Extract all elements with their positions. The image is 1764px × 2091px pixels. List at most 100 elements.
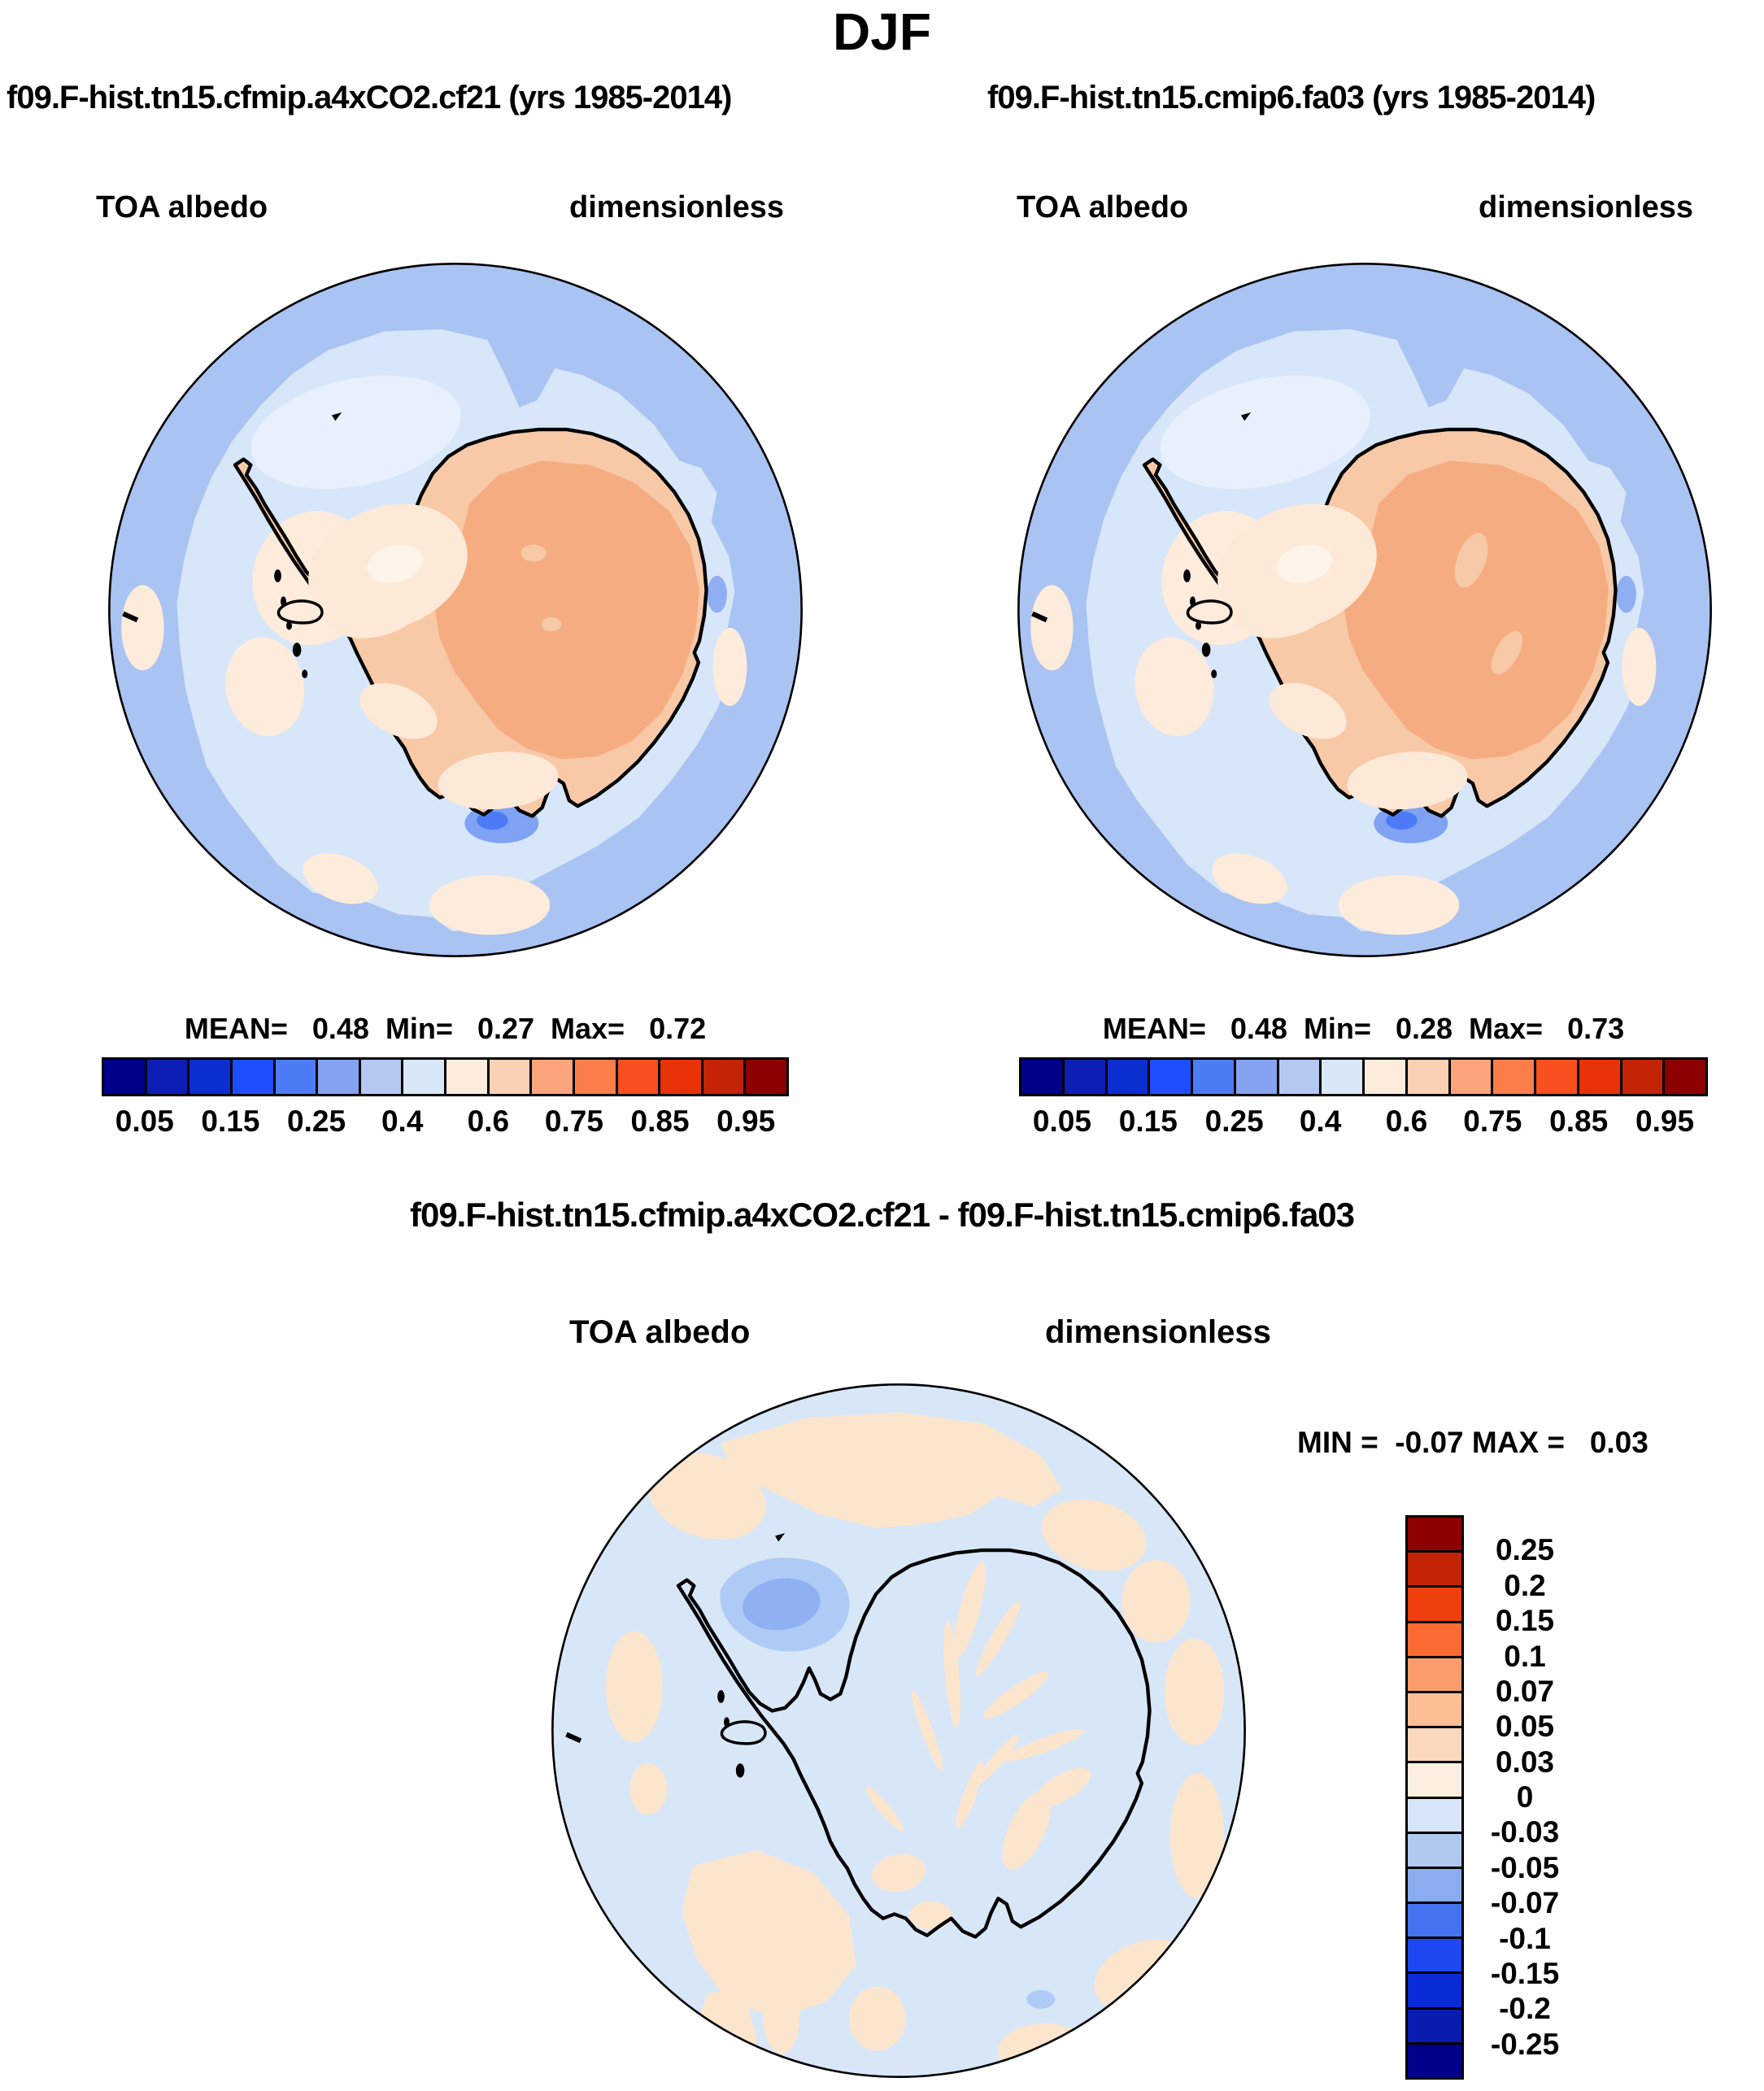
island bbox=[292, 643, 302, 657]
colorbar-tick-label: 0.15 bbox=[1118, 1104, 1178, 1138]
antarctica-coastline bbox=[676, 1548, 1152, 1939]
colorbar-boundary-label: 0.15 bbox=[1495, 1604, 1554, 1638]
left-units-label: dimensionless bbox=[569, 190, 784, 224]
diff-interior-streak bbox=[911, 1690, 943, 1771]
coast-blue-patch bbox=[707, 576, 727, 613]
island bbox=[1031, 611, 1048, 623]
diff-variable-label: TOA albedo bbox=[569, 1314, 751, 1350]
map-boundary-circle bbox=[1017, 263, 1712, 957]
left-colorbar bbox=[102, 1057, 789, 1096]
sea-ice-patch bbox=[225, 637, 305, 737]
diff-panel-title: f09.F-hist.tn15.cfmip.a4xCO2.cf21 - f09.… bbox=[409, 1196, 1355, 1234]
colorbar-boundary-label: 0.07 bbox=[1495, 1674, 1554, 1708]
colorbar-segment bbox=[1405, 1726, 1464, 1764]
island bbox=[1189, 596, 1196, 607]
colorbar-segment bbox=[1405, 1585, 1464, 1623]
diff-interior-streak bbox=[956, 1761, 984, 1828]
colorbar-tick-label: 0.6 bbox=[467, 1104, 510, 1138]
island bbox=[1211, 669, 1217, 678]
colorbar-segment bbox=[1619, 1057, 1666, 1096]
sea-ice-patch bbox=[121, 585, 164, 671]
diff-interior-streak bbox=[976, 1601, 1021, 1676]
colorbar-segment bbox=[615, 1057, 661, 1096]
ice-shelf-cream bbox=[359, 682, 438, 739]
colorbar-segment bbox=[743, 1057, 789, 1096]
colorbar-tick-label: 0.95 bbox=[1636, 1104, 1695, 1138]
colorbar-segment bbox=[1405, 2006, 1464, 2045]
ice-shelf-cream bbox=[1269, 682, 1347, 739]
colorbar-segment bbox=[1191, 1057, 1236, 1096]
island bbox=[122, 611, 139, 623]
diff-interior-streak bbox=[1004, 1728, 1085, 1762]
colorbar-segment bbox=[1405, 1971, 1464, 2010]
diff-blue-dot bbox=[1026, 1990, 1056, 2009]
colorbar-segment bbox=[1405, 1620, 1464, 1658]
diff-colorbar bbox=[1405, 1515, 1464, 2080]
colorbar-segment bbox=[1405, 1831, 1464, 1869]
island bbox=[274, 569, 281, 582]
colorbar-segment bbox=[1405, 2041, 1464, 2080]
coast-blue-patch bbox=[1616, 576, 1636, 613]
right-variable-label: TOA albedo bbox=[1017, 190, 1189, 224]
right-colorbar bbox=[1019, 1057, 1708, 1096]
colorbar-tick-label: 0.85 bbox=[630, 1104, 690, 1138]
island bbox=[280, 596, 286, 607]
colorbar-segment bbox=[316, 1057, 361, 1096]
right-stats: MEAN= 0.48 Min= 0.28 Max= 0.73 bbox=[1102, 1012, 1625, 1045]
right-albedo-map bbox=[1017, 263, 1712, 957]
colorbar-tick-label: 0.05 bbox=[115, 1104, 174, 1138]
colorbar-segment bbox=[1448, 1057, 1494, 1096]
colorbar-tick-label: 0.25 bbox=[287, 1104, 346, 1138]
island bbox=[723, 1717, 730, 1727]
left-stats: MEAN= 0.48 Min= 0.27 Max= 0.72 bbox=[184, 1012, 707, 1045]
sea-ice-patch bbox=[1135, 637, 1214, 737]
island bbox=[774, 1533, 786, 1542]
colorbar-segment bbox=[102, 1057, 147, 1096]
colorbar-segment bbox=[1319, 1057, 1365, 1096]
colorbar-segment bbox=[401, 1057, 446, 1096]
diff-interior-streak bbox=[943, 1620, 960, 1727]
colorbar-segment bbox=[1662, 1057, 1708, 1096]
diff-cream-patch bbox=[998, 2023, 1091, 2077]
island bbox=[735, 1763, 745, 1778]
right-colorbar-ticks: 0.05 0.15 0.25 0.4 0.6 0.75 0.85 0.95 bbox=[1019, 1104, 1708, 1142]
colorbar-boundary-label: 0.25 bbox=[1495, 1533, 1554, 1567]
colorbar-segment bbox=[1405, 1057, 1451, 1096]
colorbar-tick-label: 0.95 bbox=[716, 1104, 776, 1138]
colorbar-segment bbox=[229, 1057, 276, 1096]
diff-cream-patch bbox=[682, 1849, 856, 2019]
colorbar-segment bbox=[1405, 1866, 1464, 1905]
map-boundary-circle bbox=[108, 263, 803, 957]
sea-ice-patch bbox=[1212, 853, 1287, 904]
colorbar-segment bbox=[529, 1057, 575, 1096]
diff-cream-patch bbox=[629, 1763, 668, 1815]
colorbar-segment bbox=[658, 1057, 703, 1096]
coastal-sea-bright-patch bbox=[250, 375, 461, 490]
colorbar-segment bbox=[272, 1057, 319, 1096]
colorbar-tick-label: 0.85 bbox=[1549, 1104, 1609, 1138]
diff-cream-patch bbox=[1169, 1773, 1225, 1899]
season-title: DJF bbox=[833, 2, 931, 61]
colorbar-segment bbox=[1061, 1057, 1108, 1096]
island bbox=[331, 412, 342, 421]
island bbox=[565, 1732, 582, 1744]
colorbar-segment bbox=[1405, 1936, 1464, 1975]
diff-cream-patch bbox=[909, 1901, 952, 1930]
colorbar-boundary-label: -0.15 bbox=[1490, 1956, 1560, 1990]
plateau-light-speckle bbox=[520, 544, 547, 562]
diff-units-label: dimensionless bbox=[1045, 1314, 1271, 1350]
diff-interior-streak bbox=[1034, 1767, 1091, 1807]
colorbar-boundary-label: 0.2 bbox=[1504, 1568, 1546, 1602]
colorbar-segment bbox=[187, 1057, 233, 1096]
island bbox=[1195, 621, 1201, 630]
colorbar-segment bbox=[572, 1057, 618, 1096]
colorbar-segment bbox=[358, 1057, 404, 1096]
colorbar-boundary-label: -0.05 bbox=[1490, 1850, 1560, 1884]
peninsula-negative-anomaly-core bbox=[742, 1578, 821, 1631]
colorbar-segment bbox=[1405, 1690, 1464, 1729]
left-variable-label: TOA albedo bbox=[96, 190, 268, 224]
colorbar-boundary-label: 0 bbox=[1516, 1780, 1534, 1814]
colorbar-boundary-label: -0.03 bbox=[1490, 1815, 1560, 1849]
colorbar-segment bbox=[1233, 1057, 1279, 1096]
island bbox=[1183, 569, 1191, 582]
